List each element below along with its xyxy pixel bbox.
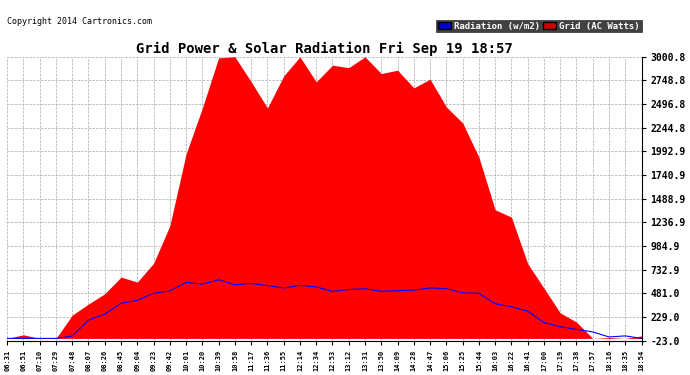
Title: Grid Power & Solar Radiation Fri Sep 19 18:57: Grid Power & Solar Radiation Fri Sep 19 … <box>136 41 513 56</box>
Text: Copyright 2014 Cartronics.com: Copyright 2014 Cartronics.com <box>7 17 152 26</box>
Legend: Radiation (w/m2), Grid (AC Watts): Radiation (w/m2), Grid (AC Watts) <box>436 20 642 32</box>
